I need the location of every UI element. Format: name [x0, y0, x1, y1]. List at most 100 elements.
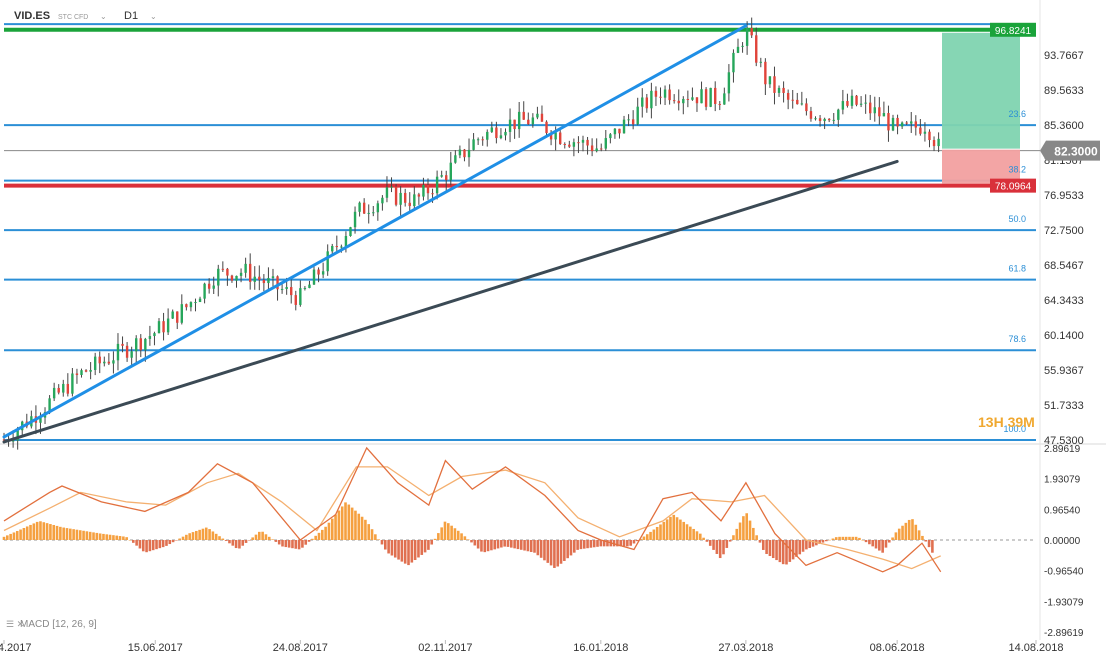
macd-histogram-bar: [208, 529, 211, 540]
candle-body: [846, 101, 849, 106]
candle-body: [358, 202, 361, 212]
macd-histogram-bar: [301, 540, 304, 548]
macd-histogram-bar: [407, 540, 410, 566]
macd-histogram-bar: [645, 534, 649, 540]
macd-histogram-bar: [728, 540, 732, 542]
candle-body: [299, 288, 302, 305]
macd-histogram-bar: [446, 523, 450, 540]
macd-histogram-bar: [490, 540, 493, 551]
risk-reward-zones[interactable]: [942, 32, 1020, 184]
macd-histogram-bar: [390, 540, 394, 556]
macd-histogram-bar: [350, 507, 354, 540]
candle-body: [809, 111, 813, 119]
trendline-up[interactable]: [2, 24, 748, 439]
candle-body: [294, 295, 297, 305]
macd-histogram-bar: [108, 534, 112, 540]
macd-histogram-bar: [765, 540, 768, 554]
candle-body: [668, 89, 671, 101]
macd-histogram-bar: [516, 540, 520, 550]
trendlines[interactable]: [2, 24, 899, 444]
macd-histogram-bar: [874, 540, 878, 549]
candle-body: [308, 284, 311, 289]
candle-body: [723, 93, 726, 105]
candle-body: [755, 35, 758, 63]
candle-body: [864, 102, 867, 104]
candle-body: [545, 121, 548, 134]
candle-body: [376, 203, 380, 213]
timeframe-selector[interactable]: D1: [124, 10, 139, 22]
take_profit-price-tag: [990, 22, 1036, 37]
macd-histogram-bar: [629, 540, 632, 546]
symbol-label[interactable]: VID.ES: [14, 10, 51, 22]
trendline-support[interactable]: [2, 159, 899, 444]
macd-histogram-bar: [2, 536, 6, 540]
candle-body: [595, 148, 598, 152]
macd-histogram-bar: [35, 521, 39, 540]
macd-histogram-bar: [616, 540, 619, 547]
macd-histogram-bar: [509, 540, 513, 548]
macd-histogram-bar: [135, 540, 138, 546]
candle-body: [508, 119, 512, 132]
candle-body: [362, 202, 366, 214]
fib-level-label: 61.8: [1008, 264, 1026, 274]
candle-body: [891, 117, 895, 131]
macd-histogram-bar: [785, 540, 788, 565]
macd-histogram-bar: [848, 536, 851, 540]
macd-histogram-bar: [795, 540, 798, 557]
candle-body: [312, 269, 316, 285]
candle-body: [704, 89, 708, 107]
candle-body: [928, 131, 931, 141]
risk-zone[interactable]: [942, 149, 1020, 184]
macd-axis-tick: 2.89619: [1044, 444, 1081, 455]
macd-histogram-bar: [665, 519, 669, 540]
candle-body: [527, 119, 530, 125]
chevron-down-icon[interactable]: ⌄: [100, 12, 107, 21]
macd-histogram-bar: [788, 540, 792, 562]
indicator-menu-icon[interactable]: ☰ ✕: [6, 619, 24, 629]
candle-body: [98, 356, 101, 364]
candle-body: [818, 118, 822, 122]
macd-histogram-bar: [214, 533, 218, 540]
candle-body: [166, 318, 170, 333]
macd-histogram-bar: [244, 540, 248, 543]
macd-histogram-bar: [921, 535, 924, 540]
candle-body: [786, 92, 790, 100]
candle-body: [517, 111, 521, 130]
candle-body: [663, 89, 667, 98]
reward-zone[interactable]: [942, 32, 1020, 149]
candle-body: [180, 304, 184, 323]
candle-body: [349, 227, 352, 236]
candle-body: [440, 175, 443, 177]
macd-histogram-bar: [682, 521, 686, 540]
axes: 93.766789.563385.360081.156776.953372.75…: [0, 50, 1084, 654]
macd-histogram-bar: [655, 526, 659, 540]
macd-histogram-bar: [662, 521, 666, 540]
macd-histogram-bar: [722, 540, 725, 555]
candle-body: [144, 338, 147, 351]
macd-histogram-bar: [400, 540, 404, 562]
macd-histogram-bar: [679, 519, 682, 540]
candle-body: [248, 263, 252, 282]
macd-histogram-bar: [781, 540, 785, 565]
macd-histogram-bar: [264, 534, 268, 540]
macd-histogram-bar: [314, 535, 317, 540]
candle-body: [768, 76, 772, 85]
macd-histogram-bar: [433, 538, 437, 540]
candle-body: [413, 194, 416, 207]
macd-histogram-bar: [755, 535, 758, 540]
candle-body: [331, 245, 334, 252]
macd-histogram-bar: [871, 540, 875, 547]
macd-histogram-bar: [6, 535, 9, 540]
macd-histogram-bar: [917, 530, 921, 540]
candle-body: [586, 139, 589, 146]
macd-histogram-bar: [649, 531, 652, 540]
macd-histogram-bar: [791, 540, 795, 560]
macd-histogram-bar: [496, 540, 500, 549]
macd-histogram-bar: [725, 540, 729, 548]
price-axis-tick: 85.3600: [1044, 120, 1084, 132]
macd-histogram-bar: [22, 527, 26, 540]
macd-histogram-bar: [450, 525, 453, 540]
macd-histogram-bar: [224, 540, 228, 541]
timeframe-chevron-down-icon[interactable]: ⌄: [150, 12, 157, 21]
